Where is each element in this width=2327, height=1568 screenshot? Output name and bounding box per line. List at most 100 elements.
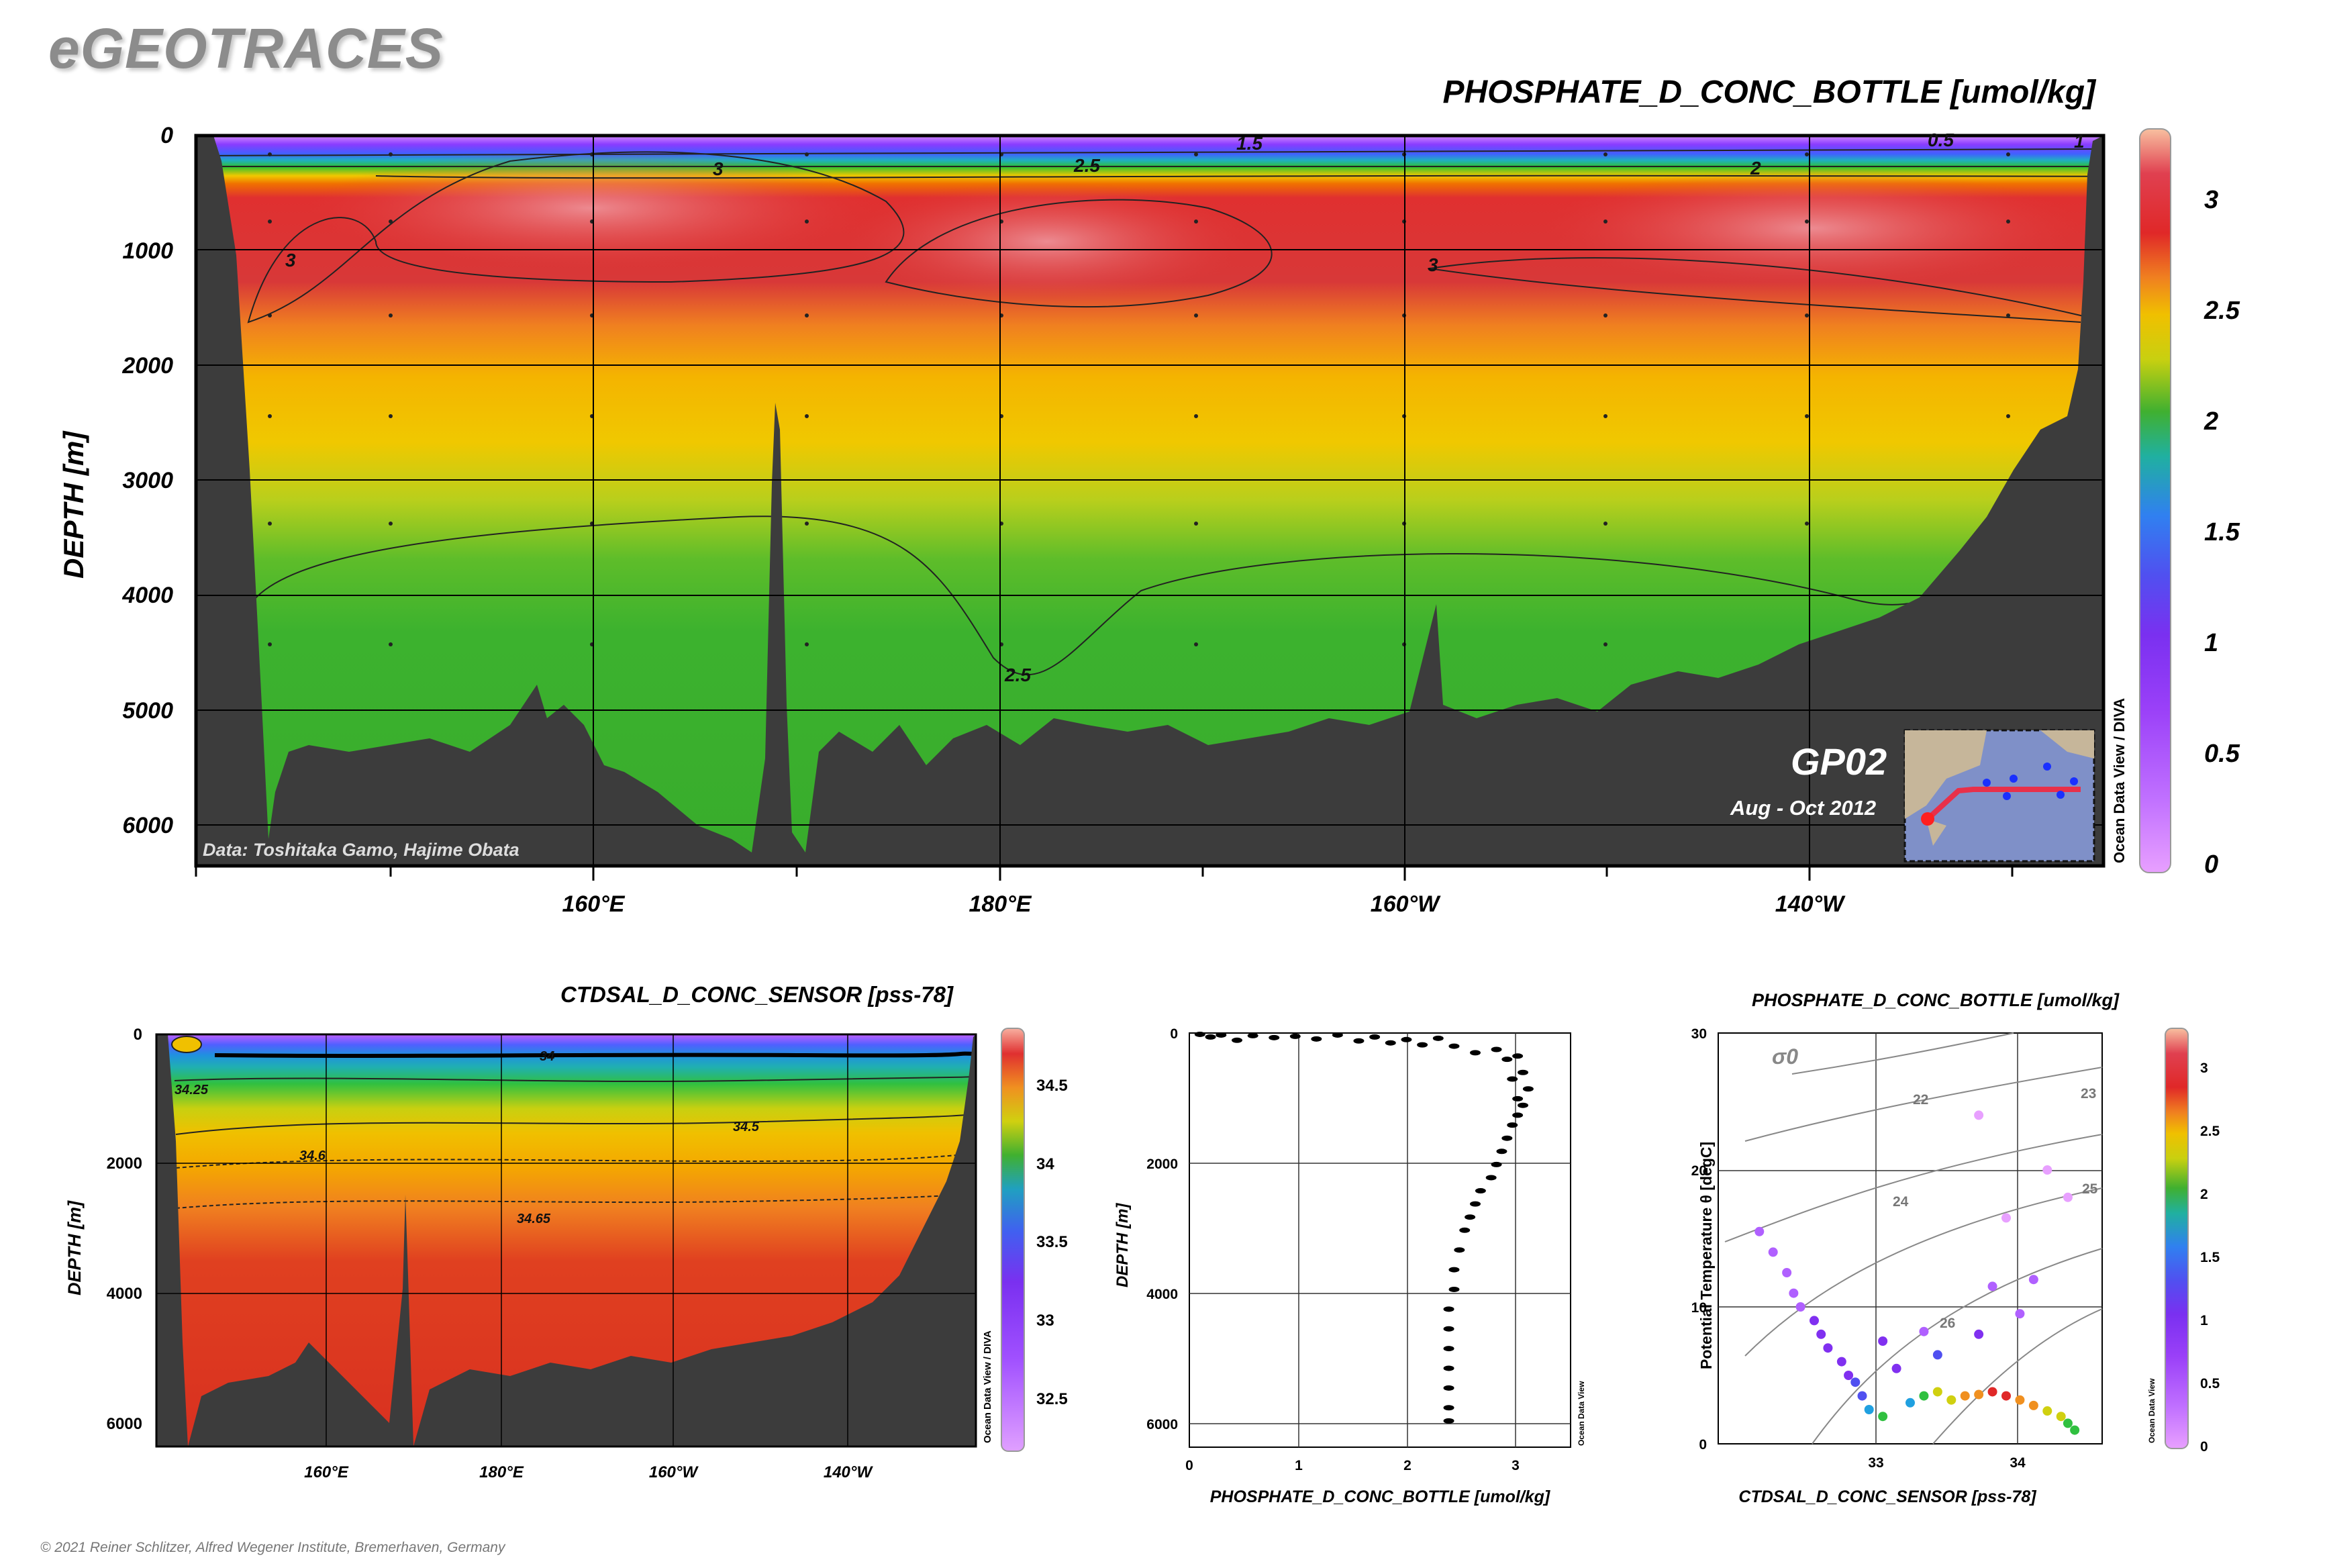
profile-point — [1443, 1385, 1454, 1391]
sal-contour-34_6: 34.6 — [299, 1148, 326, 1163]
prof-xtick: 3 — [1512, 1458, 1520, 1473]
contour-label-0_5: 0.5 — [1928, 130, 1954, 150]
ts-point — [1932, 1387, 1942, 1397]
contour-label-3-west: 3 — [285, 250, 296, 271]
ts-chart-title: PHOSPHATE_D_CONC_BOTTLE [umol/kg] — [1752, 990, 2120, 1010]
sal-xtick: 180°E — [479, 1463, 524, 1481]
ts-point — [1891, 1363, 1901, 1373]
ts-point — [1857, 1391, 1867, 1401]
ts-point — [1823, 1343, 1833, 1353]
data-credit: Data: Toshitaka Gamo, Hajime Obata — [203, 840, 519, 860]
sal-xtick: 160°W — [649, 1463, 699, 1481]
ts-point — [2042, 1165, 2052, 1175]
sal-contour-34_5: 34.5 — [733, 1120, 760, 1134]
ts-point — [1789, 1288, 1799, 1298]
sal-contour-34_25: 34.25 — [175, 1083, 209, 1097]
profile-point — [1501, 1135, 1513, 1141]
profile-point — [1232, 1037, 1242, 1043]
cbar-tick: 1.5 — [2204, 518, 2240, 546]
contour-label-2_5-top: 2.5 — [1073, 155, 1100, 176]
sal-ytick: 0 — [134, 1026, 142, 1044]
ts-point — [1782, 1268, 1792, 1277]
isopycnal-label: 24 — [1893, 1194, 1909, 1210]
odv-watermark-small: Ocean Data View — [2147, 1378, 2157, 1443]
cbar-tick: 1 — [2204, 629, 2218, 657]
ts-cbar-tick: 1 — [2200, 1313, 2208, 1328]
cruise-id: GP02 — [1791, 740, 1887, 783]
main-ytick: 6000 — [122, 813, 173, 838]
profile-point — [1459, 1227, 1471, 1233]
ts-point — [2001, 1213, 2011, 1223]
sal-contour-34_65: 34.65 — [517, 1212, 551, 1226]
ts-point — [1905, 1398, 1915, 1408]
profile-point — [1443, 1405, 1454, 1411]
sal-cbar-tick: 33 — [1036, 1312, 1054, 1330]
ts-point — [1987, 1281, 1997, 1291]
profile-point — [1289, 1033, 1301, 1039]
prof-ytick: 2000 — [1146, 1157, 1178, 1172]
main-xtick: 140°W — [1775, 891, 1846, 917]
ts-xtick: 34 — [2010, 1455, 2026, 1471]
cbar-tick: 0 — [2204, 850, 2218, 879]
cruise-dates: Aug - Oct 2012 — [1730, 796, 1877, 820]
ts-point — [2056, 1412, 2066, 1422]
ts-ytick: 20 — [1691, 1163, 1707, 1179]
ts-point — [1919, 1391, 1929, 1401]
sal-contour-34: 34 — [540, 1049, 554, 1064]
ts-point — [2015, 1395, 2025, 1405]
cbar-tick: 2.5 — [2204, 297, 2240, 325]
sal-bathymetry — [156, 1034, 976, 1447]
contour-label-3: 3 — [713, 158, 724, 179]
profile-point — [1269, 1034, 1280, 1040]
profile-point — [1443, 1346, 1454, 1352]
prof-xtick: 2 — [1403, 1458, 1412, 1473]
isopycnal-label: 25 — [2082, 1181, 2098, 1197]
profile-point — [1512, 1095, 1524, 1101]
ts-ytick: 30 — [1691, 1026, 1707, 1042]
ts-point — [1974, 1389, 1984, 1400]
profile-point — [1432, 1035, 1444, 1041]
profile-point — [1518, 1069, 1528, 1075]
ts-point — [2028, 1275, 2038, 1285]
contour-label-2_5-deep: 2.5 — [1004, 665, 1031, 685]
prof-xlabel: PHOSPHATE_D_CONC_BOTTLE [umol/kg] — [1210, 1487, 1551, 1506]
ts-point — [1844, 1371, 1854, 1380]
isopycnal-label: 22 — [1913, 1092, 1928, 1108]
prof-ytick: 6000 — [1146, 1417, 1178, 1432]
contour-label-1: 1 — [2074, 131, 2085, 152]
ts-cbar-tick: 0.5 — [2200, 1376, 2220, 1391]
main-chart-title: PHOSPHATE_D_CONC_BOTTLE [umol/kg] — [1442, 75, 2095, 110]
profile-point — [1522, 1086, 1534, 1092]
isopycnal-label: 23 — [2081, 1086, 2096, 1101]
profile-point — [1496, 1148, 1507, 1155]
profile-point — [1518, 1102, 1528, 1108]
ts-point — [1878, 1412, 1888, 1422]
prof-ytick: 0 — [1170, 1026, 1178, 1042]
ts-point — [2063, 1192, 2073, 1202]
profile-point — [1443, 1326, 1454, 1332]
ts-point — [1960, 1391, 1970, 1401]
profile-point — [1448, 1286, 1460, 1292]
ts-point — [2070, 1425, 2080, 1435]
sal-ytick: 2000 — [107, 1155, 142, 1173]
ts-ytick: 0 — [1699, 1437, 1707, 1453]
contour-label-2: 2 — [1750, 158, 1761, 179]
ts-ylabel: Potential Temperature θ [degC] — [1697, 1142, 1715, 1369]
profile-point — [1311, 1036, 1322, 1042]
profile-point — [1369, 1034, 1381, 1040]
profile-point — [1470, 1201, 1481, 1207]
main-colorbar — [2139, 128, 2171, 873]
prof-xtick: 1 — [1295, 1458, 1303, 1473]
ts-cbar-tick: 2.5 — [2200, 1124, 2220, 1139]
sal-cbar-tick: 34.5 — [1036, 1077, 1068, 1095]
profile-points — [1194, 1031, 1534, 1424]
profile-point — [1475, 1188, 1486, 1194]
ts-point — [2001, 1391, 2011, 1401]
ts-point — [1878, 1336, 1888, 1346]
profile-point — [1353, 1038, 1365, 1044]
main-ytick: 3000 — [122, 468, 173, 493]
cbar-tick: 3 — [2204, 186, 2218, 214]
main-ytick: 1000 — [122, 238, 173, 264]
main-ytick: 5000 — [122, 698, 173, 724]
